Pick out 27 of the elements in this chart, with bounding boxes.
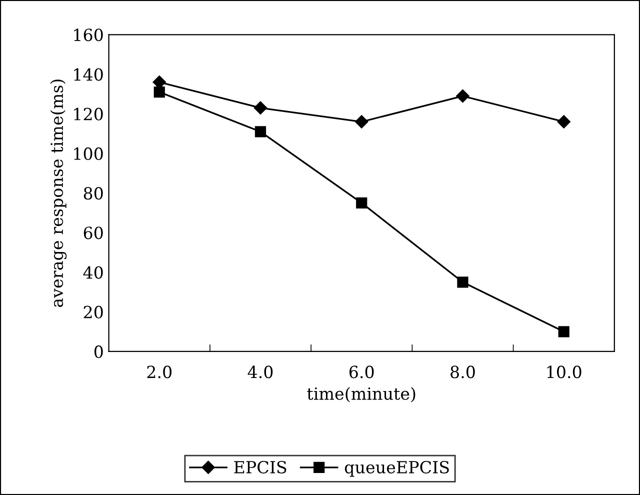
y-tick-label: 140 [74,68,103,81]
y-tick-label: 160 [74,28,103,42]
y-tick-label: 100 [74,147,103,160]
x-tick-label: 2.0 [147,366,172,378]
x-tick-label: 4.0 [248,366,273,378]
point [254,126,266,138]
point [558,326,570,338]
y-tick-label: 40 [83,266,103,279]
y-tick-label: 60 [84,226,103,240]
y-tick-label: 120 [74,108,103,120]
point [456,89,470,103]
y-tick-label: 0 [94,345,103,358]
point [154,86,165,98]
x-tick-label: 8.0 [450,366,475,378]
point [356,197,368,209]
legend-label: EPCIS [234,460,286,474]
point [355,115,368,128]
y-axis-title: average response time(ms) [50,80,67,307]
point [254,101,268,114]
point [557,115,570,128]
x-axis-title: time(minute) [307,387,416,402]
y-tick-label: 80 [84,187,103,200]
x-tick-label: 6.0 [349,366,374,378]
x-tick-label: 10.0 [547,366,582,378]
point [457,276,468,288]
legend-label: queueEPCIS [344,460,449,477]
y-tick-label: 20 [84,306,103,318]
